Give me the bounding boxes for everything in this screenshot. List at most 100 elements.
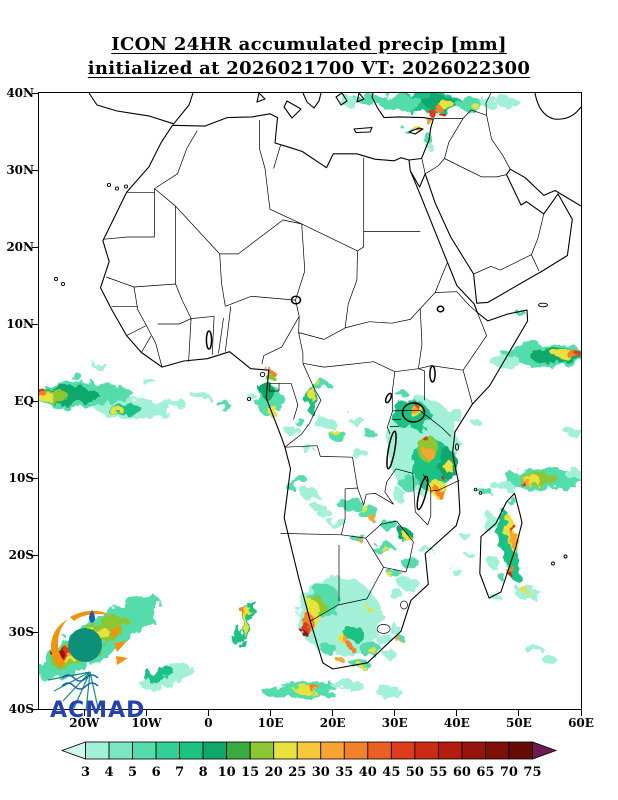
lakes <box>205 295 445 511</box>
acmad-logo: ACMAD <box>28 608 163 728</box>
colorbar-segment <box>343 741 369 760</box>
lake-albert <box>384 392 393 404</box>
colorbar-value-label: 50 <box>406 765 424 780</box>
colorbar-segment <box>179 741 204 760</box>
lesotho-border <box>376 624 391 634</box>
lat-tick-label: 20S <box>8 548 34 562</box>
logo-triangle-3 <box>116 656 128 665</box>
sardinia-tip <box>256 93 266 103</box>
lat-tick-label: 10S <box>8 471 34 485</box>
lon-tickmark <box>270 709 272 716</box>
lat-tickmark <box>32 708 39 710</box>
lon-tick-label: 20E <box>319 716 346 730</box>
sicily-island <box>283 100 302 119</box>
lat-tick-label: 40N <box>6 86 34 100</box>
lon-tick-label: 10E <box>257 716 284 730</box>
colorbar-segment <box>390 741 416 760</box>
lat-tickmark <box>32 323 39 325</box>
lat-tick-label: EQ <box>14 394 34 408</box>
lat-tickmark <box>32 169 39 171</box>
acmad-logo-graphic <box>47 610 128 712</box>
colorbar-segment <box>414 741 439 760</box>
logo-wave-2 <box>61 682 99 690</box>
logo-wave-1 <box>61 674 99 682</box>
italy-coast-fragment <box>302 93 322 109</box>
levant-turkey-coastline <box>371 93 434 161</box>
lat-tickmark <box>32 554 39 556</box>
lake-chad <box>290 295 302 305</box>
colorbar-value-label: 65 <box>476 765 494 780</box>
lat-tickmark <box>32 92 39 94</box>
lon-tickmark <box>332 709 334 716</box>
logo-crescent-left <box>50 619 68 668</box>
colorbar-value-label: 6 <box>152 765 161 780</box>
precipitation-layer <box>39 93 581 699</box>
lat-tick-label: 30N <box>6 163 34 177</box>
colorbar-value-label: 70 <box>500 765 518 780</box>
colorbar-segment <box>437 741 463 760</box>
colorbar-value-label: 30 <box>312 765 330 780</box>
colorbar-value-label: 8 <box>199 765 208 780</box>
eswatini-border <box>400 600 408 610</box>
lon-tick-label: 0 <box>204 716 213 730</box>
lon-tickmark <box>456 709 458 716</box>
lat-tick-label: 40S <box>8 702 34 716</box>
aegean-island <box>356 93 365 103</box>
lon-tick-label: 20W <box>69 716 100 730</box>
lon-tick-label: 40E <box>443 716 470 730</box>
lake-malawi <box>416 475 429 511</box>
lon-tickmark <box>83 709 85 716</box>
colorbar-value-label: 5 <box>128 765 137 780</box>
small-islands <box>53 182 568 566</box>
logo-crescent-top <box>70 610 110 621</box>
colorbar-value-label: 10 <box>218 765 236 780</box>
colorbar-segment <box>508 741 533 760</box>
colorbar-value-label: 35 <box>335 765 353 780</box>
lon-tick-label: 10W <box>131 716 162 730</box>
colorbar-segment <box>85 741 110 760</box>
colorbar-segment <box>461 741 486 760</box>
precip-colorbar: 3 4 5 6 7 8 10 15 20 25 30 35 40 45 50 55 60 65 70 75 <box>60 741 558 780</box>
colorbar-segment <box>485 741 510 760</box>
colorbar-segment <box>320 741 345 760</box>
acmad-logo-text: ACMAD <box>50 698 146 723</box>
lake-turkana <box>429 365 436 383</box>
colorbar-value-label: 60 <box>453 765 471 780</box>
logo-globe <box>68 628 102 662</box>
colorbar-segment <box>60 741 86 760</box>
colorbar-segment <box>202 741 228 760</box>
colorbar-segment <box>108 741 133 760</box>
lon-tickmark <box>394 709 396 716</box>
colorbar-segment <box>367 741 392 760</box>
lake-tanganyika <box>386 430 397 470</box>
lon-tick-label: 60E <box>568 716 594 730</box>
lon-tickmark <box>580 709 582 716</box>
colorbar-value-label: 7 <box>175 765 184 780</box>
lon-tickmark <box>518 709 520 716</box>
map-title-line2: initialized at 2026021700 VT: 2026022300 <box>87 58 531 79</box>
colorbar-segment <box>273 741 298 760</box>
colorbar-value-label: 75 <box>523 765 541 780</box>
arabia-coastline <box>409 168 581 304</box>
lat-tick-label: 30S <box>8 625 34 639</box>
logo-fan-lines <box>47 671 99 712</box>
lon-tick-label: 50E <box>505 716 532 730</box>
caspian-coastline <box>534 93 581 120</box>
map-title-line1: ICON 24HR accumulated precip [mm] <box>111 34 507 55</box>
colorbar-value-label: 45 <box>382 765 400 780</box>
colorbar-segment <box>155 741 181 760</box>
country-borders <box>102 93 545 634</box>
colorbar-value-label: 15 <box>241 765 259 780</box>
lake-victoria <box>401 402 426 423</box>
lat-tickmark <box>32 246 39 248</box>
colorbar-value-label: 25 <box>288 765 306 780</box>
iberia-coastline <box>88 93 194 125</box>
lake-volta <box>205 330 213 350</box>
africa-coastline <box>99 113 529 670</box>
logo-triangle-2 <box>114 641 127 652</box>
colorbar-segment <box>532 741 558 760</box>
map-plot-area: 40N 30N 20N 10N EQ 10S 20S 30S 40S 20W 10W 0 10E 20E 3… <box>6 86 594 730</box>
lat-tickmark <box>32 477 39 479</box>
colorbar-segment <box>296 741 322 760</box>
colorbar-value-label: 40 <box>359 765 377 780</box>
